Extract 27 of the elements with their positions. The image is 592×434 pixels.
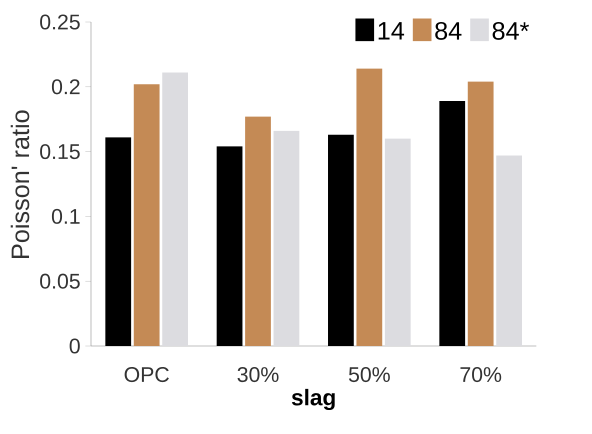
x-tick-label: OPC <box>124 367 169 382</box>
bar <box>496 155 522 346</box>
legend-label: 84 <box>435 22 462 40</box>
x-tick-label: 30% <box>238 367 279 382</box>
bar <box>356 68 382 346</box>
y-tick-label: 0.25 <box>40 14 80 30</box>
y-tick-label: 0 <box>70 338 80 354</box>
bar <box>384 138 411 346</box>
legend-label: 14 <box>378 22 404 40</box>
x-axis-title: slag <box>292 388 335 410</box>
bar <box>274 130 300 346</box>
bar <box>216 146 242 346</box>
bar <box>105 137 132 346</box>
bar <box>245 116 271 346</box>
bar <box>134 84 160 346</box>
bar <box>468 82 494 346</box>
x-tick-label: 50% <box>348 367 390 382</box>
x-tick-label: 70% <box>460 367 502 382</box>
y-tick-label: 0.15 <box>40 144 80 160</box>
legend-label: 84* <box>492 22 530 40</box>
y-tick-label: 0.1 <box>52 208 80 224</box>
y-tick-label: 0.2 <box>52 79 80 94</box>
bar <box>328 134 354 346</box>
y-axis-title: Poisson' ratio <box>10 110 30 258</box>
bar <box>162 72 188 346</box>
y-tick-label: 0.05 <box>40 274 80 289</box>
bar <box>439 101 466 346</box>
